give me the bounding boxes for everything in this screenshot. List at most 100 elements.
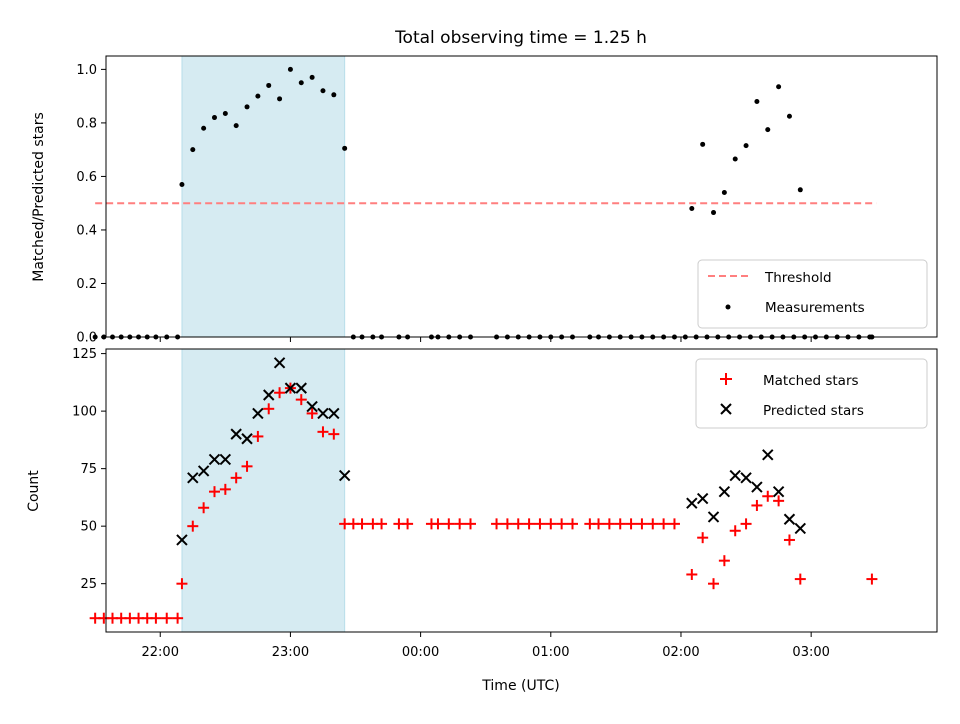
matched-point xyxy=(625,518,637,530)
y-tick-label: 0.8 xyxy=(76,116,97,131)
predicted-point xyxy=(295,382,307,394)
measurement-point xyxy=(711,210,717,216)
predicted-point xyxy=(241,433,253,445)
matched-point xyxy=(176,578,188,590)
matched-point xyxy=(317,426,329,438)
measurement-point xyxy=(190,147,196,153)
predicted-point xyxy=(794,522,807,535)
matched-point xyxy=(274,387,286,399)
matched-point xyxy=(512,518,524,530)
matched-point xyxy=(783,534,795,546)
legend-measurements-swatch xyxy=(725,304,731,310)
top-panel-frame xyxy=(105,55,938,338)
bottom-panel-frame xyxy=(105,348,938,633)
predicted-point xyxy=(230,428,242,440)
bottom-panel-marks xyxy=(89,357,878,624)
measurement-point xyxy=(331,92,337,98)
matched-point xyxy=(762,490,774,502)
predicted-point xyxy=(328,407,340,420)
x-tick-label: 03:00 xyxy=(792,645,829,660)
matched-point xyxy=(161,612,173,624)
y-tick-label: 0.6 xyxy=(76,170,97,185)
measurement-point xyxy=(700,141,706,147)
top-legend-box xyxy=(697,259,928,329)
y-tick-label: 125 xyxy=(72,347,97,362)
matched-point xyxy=(534,518,546,530)
measurement-point xyxy=(233,123,239,129)
predicted-point xyxy=(187,472,199,484)
matched-point xyxy=(295,394,307,406)
measurement-point xyxy=(342,145,348,151)
matched-point xyxy=(443,518,455,530)
matched-point xyxy=(686,568,698,580)
measurement-point xyxy=(277,96,283,102)
measurement-point xyxy=(244,104,250,110)
matched-point xyxy=(306,407,318,419)
predicted-point xyxy=(263,389,275,401)
x-tick-label: 02:00 xyxy=(662,645,699,660)
matched-point xyxy=(545,518,557,530)
top-panel-ticks: 0.0 0.2 0.4 0.6 0.8 1.0 xyxy=(76,63,812,346)
matched-point xyxy=(328,428,340,440)
predicted-point xyxy=(252,407,264,420)
legend-measurements-label: Measurements xyxy=(765,300,865,316)
matched-point xyxy=(376,518,388,530)
legend-predicted-swatch xyxy=(720,403,732,415)
predicted-point xyxy=(208,453,221,466)
highlight-span xyxy=(181,55,346,338)
measurement-point xyxy=(732,156,738,162)
measurement-point xyxy=(266,82,272,88)
matched-point xyxy=(501,518,513,530)
matched-point xyxy=(208,486,220,498)
matched-point xyxy=(241,460,253,472)
legend-threshold-label: Threshold xyxy=(764,270,832,286)
chart-title: Total observing time = 1.25 h xyxy=(394,28,647,48)
x-tick-label: 00:00 xyxy=(402,645,439,660)
measurement-point xyxy=(786,113,792,119)
matched-point xyxy=(729,525,741,537)
matched-point xyxy=(773,495,785,507)
top-legend: Threshold Measurements xyxy=(697,259,928,329)
predicted-point xyxy=(197,465,210,477)
y-tick-label: 100 xyxy=(72,405,97,420)
matched-point xyxy=(150,612,162,624)
predicted-point xyxy=(284,382,297,394)
measurement-point xyxy=(765,127,771,133)
matched-point xyxy=(402,518,414,530)
matched-point xyxy=(556,518,568,530)
measurement-point xyxy=(255,93,261,99)
measurement-point xyxy=(298,80,304,86)
predicted-point xyxy=(273,357,286,369)
predicted-point xyxy=(317,407,329,420)
x-tick-label: 22:00 xyxy=(142,645,179,660)
matched-point xyxy=(697,532,709,544)
matched-point xyxy=(263,403,275,415)
y-tick-label: 1.0 xyxy=(76,63,97,78)
legend-predicted-label: Predicted stars xyxy=(763,403,864,419)
x-axis-label: Time (UTC) xyxy=(481,678,559,694)
predicted-point xyxy=(176,534,188,546)
measurement-point xyxy=(689,206,695,212)
legend-matched-label: Matched stars xyxy=(763,373,859,389)
predicted-point xyxy=(772,485,785,498)
matched-point xyxy=(658,518,670,530)
matched-point xyxy=(198,502,210,514)
predicted-point xyxy=(762,449,774,461)
y-tick-label: 25 xyxy=(80,577,97,592)
bottom-legend: Matched stars Predicted stars xyxy=(695,358,928,429)
predicted-point xyxy=(718,485,731,498)
y-tick-label: 0.4 xyxy=(76,223,97,238)
predicted-point xyxy=(686,497,698,509)
predicted-point xyxy=(219,453,232,466)
top-panel: 0.0 0.2 0.4 0.6 0.8 1.0 Matched/Predicted sta… xyxy=(31,55,938,346)
legend-matched-swatch xyxy=(720,373,732,385)
measurement-point xyxy=(721,189,727,195)
predicted-point xyxy=(729,469,741,482)
matched-point xyxy=(636,518,648,530)
measurement-point xyxy=(309,74,315,80)
matched-point xyxy=(751,499,763,511)
matched-point xyxy=(794,573,806,585)
matched-point xyxy=(230,472,242,484)
matched-point xyxy=(465,518,477,530)
